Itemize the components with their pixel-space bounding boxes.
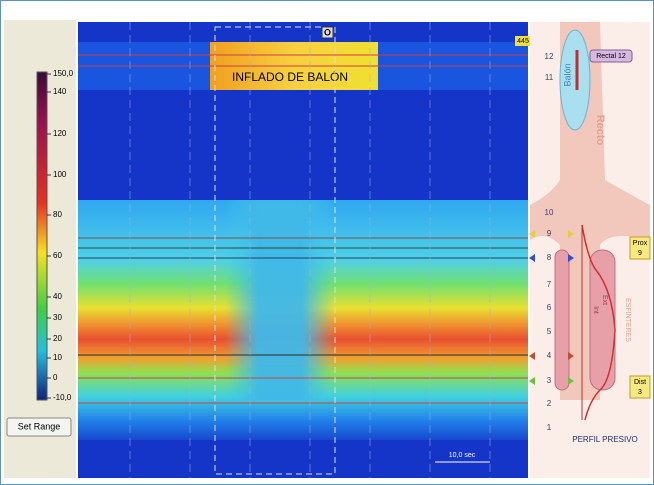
channel-number: 9 [547,229,552,238]
rectum-label: Recto [594,115,606,146]
colorbar-label: 100 [53,170,67,179]
tag-channel: 9 [638,250,642,257]
sensor-marker [568,254,574,262]
selection-box [214,26,336,475]
tag-label: Dist [634,379,646,386]
relaxation [225,200,335,400]
tag-dist: Dist 3 [629,375,651,399]
colorbar [36,71,48,401]
marker-box [321,26,334,39]
colorbar-label: 10 [53,353,62,362]
channel-number: 7 [547,280,552,289]
channel-number: 11 [545,73,554,82]
colorbar-label: 30 [53,313,62,322]
event-label: INFLADO DE BALÓN [232,69,348,84]
tag-rectal: Rectal 12 [589,49,633,63]
sensor-marker [568,352,574,360]
colorbar-label: 80 [53,210,62,219]
time-grid [129,22,491,478]
external-label: Ext [601,295,608,305]
colorbar-label: 150,0 [53,69,74,78]
colorbar-label: 20 [53,334,62,343]
colorbar-label: 40 [53,292,62,301]
tag-label: Prox [633,240,648,247]
tag-channel: 3 [638,389,642,396]
time-scale: 10,0 sec [449,452,476,459]
colorbar-label: 60 [53,251,62,260]
channel-number: 8 [547,253,552,262]
probe-left [554,249,570,391]
channel-number: 2 [547,399,552,408]
sensor-marker [529,377,535,385]
balloon-shape [559,29,591,131]
channel-lines [78,54,528,404]
corner-box [515,36,531,46]
channel-number: 10 [545,208,554,217]
button-label[interactable]: Set Range [18,421,61,431]
sensor-marker [529,230,535,238]
channel-number: 3 [547,376,552,385]
tag-prox: Prox 9 [629,236,651,260]
colorbar-label: 140 [53,87,67,96]
tag-label: Rectal 12 [596,53,626,60]
channel-number: 1 [547,423,552,432]
colorbar-label: 0 [53,373,58,382]
sensor-marker [568,377,574,385]
profile-title: PERFIL PRESIVO [572,435,638,444]
balloon-label: Balón [562,63,572,86]
sphincter [589,249,616,391]
sphincters-label: ESFINTERES [624,298,631,342]
channel-number: 12 [545,52,554,61]
set-range-button[interactable]: Set Range [6,417,72,437]
corner-label: 445 [517,38,529,45]
channel-number: 6 [547,303,552,312]
sensor-marker [529,254,535,262]
channel-number: 5 [547,327,552,336]
colorbar-label: 120 [53,129,67,138]
pressure-profile [581,224,616,421]
marker: O [324,27,331,37]
internal-label: Int [592,306,599,314]
channel-number: 4 [547,351,552,360]
sensor-marker [529,352,535,360]
colorbar-label: -10,0 [53,393,72,402]
sensor-marker [568,230,574,238]
